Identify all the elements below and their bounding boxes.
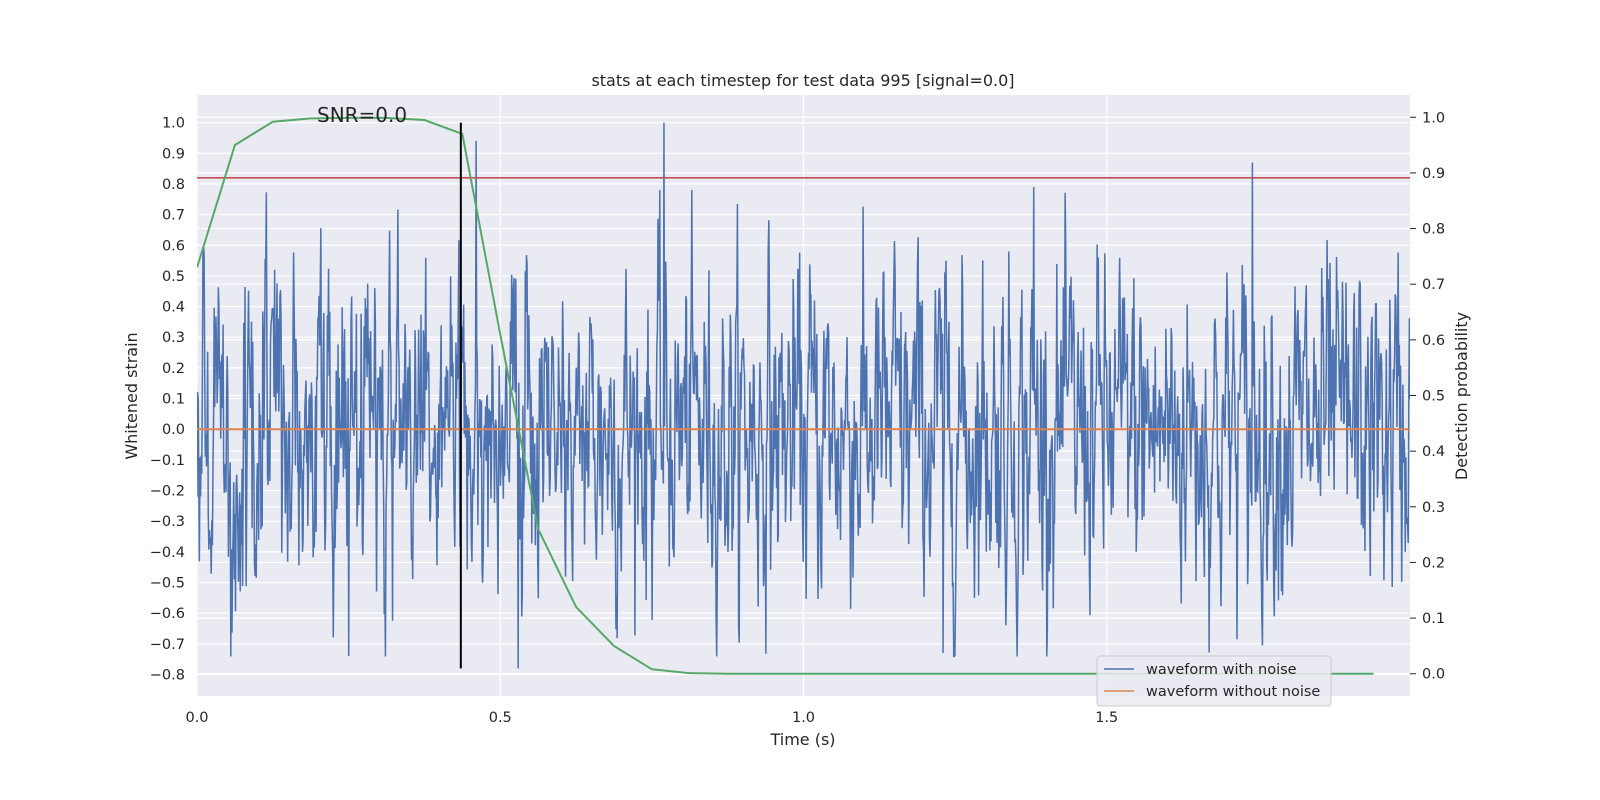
y-tick-label-left: 1.0 [162,116,185,132]
y-tick-label-left: 0.4 [162,300,185,316]
y-tick-label-right: 0.5 [1422,389,1445,405]
y-tick-label-right: 0.2 [1422,555,1445,571]
x-tick-label: 1.5 [1095,710,1118,726]
y-tick-label-left: 0.5 [162,269,185,285]
plot-content [197,116,1410,675]
y-tick-label-left: 0.9 [162,146,185,162]
y-tick-label-left: 0.1 [162,392,185,408]
x-axis-label: Time (s) [769,730,835,749]
y-tick-label-right: 0.8 [1422,222,1445,238]
y-tick-label-right: 0.0 [1422,667,1445,683]
y-tick-label-left: 0.0 [162,422,185,438]
snr-annotation: SNR=0.0 [317,103,407,127]
legend: waveform with noise waveform without noi… [1096,655,1332,707]
y-tick-label-right: 0.6 [1422,333,1445,349]
y-tick-label-left: −0.4 [150,545,185,561]
x-tick-label: 0.0 [185,710,208,726]
y-axis-label-left: Whitened strain [122,332,141,459]
y-tick-label-right: 0.7 [1422,277,1445,293]
legend-label-noise: waveform with noise [1146,662,1297,678]
y-tick-label-right: 0.3 [1422,500,1445,516]
y-tick-label-left: −0.3 [150,514,185,530]
y-tick-label-left: 0.8 [162,177,185,193]
series-detection-probability [197,116,1374,675]
y-tick-label-left: −0.8 [150,668,185,684]
y-tick-label-left: −0.7 [150,637,185,653]
y-tick-label-left: 0.6 [162,238,185,254]
y-tick-label-left: 0.7 [162,208,185,224]
chart-title: stats at each timestep for test data 995… [591,71,1014,90]
y-tick-label-left: 0.2 [162,361,185,377]
y-tick-label-left: 0.3 [162,330,185,346]
y-tick-label-right: 0.4 [1422,444,1445,460]
y-tick-label-left: −0.1 [150,453,185,469]
y-tick-label-left: −0.2 [150,484,185,500]
tick-layer: 0.0 0.5 1.0 1.5 1.0 0.9 0.8 0.7 0.6 0.5 0.4 0.3 0.2 0… [150,110,1445,726]
y-tick-label-left: −0.6 [150,606,185,622]
y-axis-label-right: Detection probability [1452,312,1471,480]
x-tick-label: 0.5 [489,710,512,726]
y-tick-label-right: 0.1 [1422,611,1445,627]
series-layer [197,116,1410,675]
legend-box [1096,655,1332,707]
y-tick-label-left: −0.5 [150,576,185,592]
series-waveform-with-noise [197,122,1410,669]
x-tick-label: 1.0 [792,710,815,726]
y-tick-label-right: 0.9 [1422,166,1445,182]
y-tick-label-right: 1.0 [1422,110,1445,126]
legend-label-clean: waveform without noise [1146,684,1320,700]
